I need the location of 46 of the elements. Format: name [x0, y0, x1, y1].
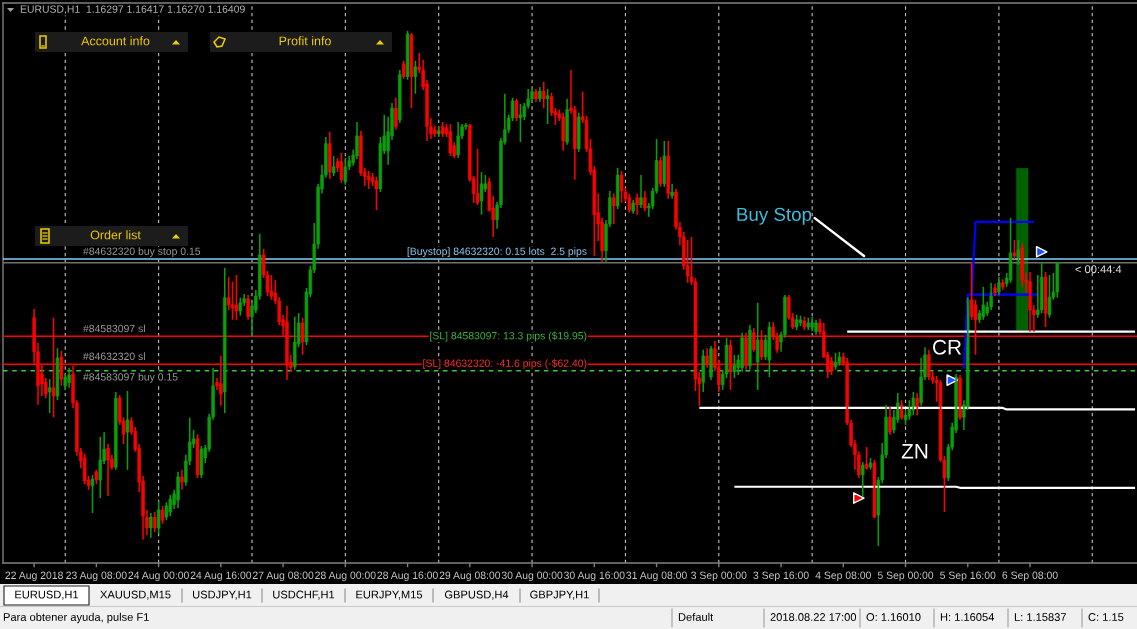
x-tick-label: 24 Aug 00:00 — [128, 571, 189, 582]
x-tick-label: 3 Sep 00:00 — [691, 571, 747, 582]
x-tick-label: 3 Sep 16:00 — [753, 571, 809, 582]
annotation: Order list — [90, 230, 141, 240]
x-tick-label: 28 Aug 16:00 — [377, 571, 438, 582]
x-tick-label: 4 Sep 08:00 — [815, 571, 871, 582]
text: GBPUSD,H4 — [444, 590, 509, 600]
text: 2018.08.22 17:00 — [770, 613, 857, 621]
text: L: 1.15837 — [1014, 613, 1066, 621]
ref-line-label: #84632320 sl — [83, 352, 145, 360]
text: GBPJPY,H1 — [530, 590, 589, 600]
text: USDCHF,H1 — [273, 590, 335, 600]
text: EURUSD,H1 — [15, 590, 79, 600]
text: Default — [678, 612, 714, 621]
x-tick-label: 31 Aug 08:00 — [626, 571, 687, 582]
x-tick-label: 29 Aug 08:00 — [439, 571, 501, 582]
x-tick-label: 6 Sep 08:00 — [1002, 571, 1058, 582]
x-tick-label: 24 Aug 16:00 — [190, 571, 252, 582]
x-tick-label: 27 Aug 08:00 — [252, 571, 314, 582]
text: C: 1.15 — [1088, 613, 1124, 621]
x-tick-label: 23 Aug 08:00 — [66, 571, 127, 582]
x-tick-label: 30 Aug 16:00 — [564, 571, 625, 582]
ref-line-label: #84583097 sl — [83, 324, 145, 333]
annotation: [SL] 84632320: -41.6 pips (-$62.40) — [423, 359, 587, 369]
annotation: Buy Stop — [737, 207, 812, 225]
ref-line-label: #84632320 buy stop 0.15 — [83, 247, 201, 257]
text: XAUUSD,M15 — [100, 590, 171, 600]
text: H: 1.16054 — [940, 613, 995, 621]
x-tick-label: 5 Sep 16:00 — [940, 571, 996, 582]
text: USDJPY,H1 — [193, 590, 252, 600]
x-tick-label: 30 Aug 00:00 — [501, 571, 563, 582]
annotation: CR — [933, 339, 962, 355]
annotation: [SL] 84583097: 13.3 pips ($19.95) — [430, 331, 587, 342]
x-tick-label: 22 Aug 2018 — [5, 571, 63, 582]
annotation: Account info — [81, 36, 150, 46]
annotation: [Buystop] 84632320: 0.15 lots 2.5 pips — [407, 247, 587, 257]
ref-line-label: #84583097 buy 0.15 — [83, 372, 178, 383]
text: O: 1.16010 — [866, 613, 921, 621]
text: Para obtener ayuda, pulse F1 — [3, 612, 149, 624]
x-tick-label: 5 Sep 00:00 — [877, 571, 934, 582]
annotation: Profit info — [279, 36, 331, 46]
annotation: ZN — [901, 444, 928, 459]
text: EURJPY,M15 — [356, 590, 423, 600]
annotation: < 00:44:4 — [1075, 265, 1122, 274]
x-tick-label: 28 Aug 00:00 — [315, 571, 376, 582]
chart-title: EURUSD,H1 1.16297 1.16417 1.16270 1.16409 — [20, 5, 245, 15]
